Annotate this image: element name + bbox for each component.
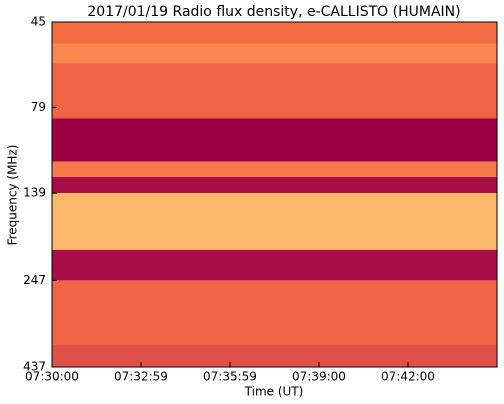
x-tick-label: 07:32:59	[114, 370, 168, 384]
plot-frame	[51, 21, 498, 368]
x-axis-label: Time (UT)	[244, 385, 304, 399]
spectrum-band	[52, 22, 497, 44]
x-tick-label: 07:42:00	[381, 370, 435, 384]
spectrum-band	[52, 249, 497, 281]
spectrum-band	[52, 118, 497, 162]
spectrum-band	[52, 63, 497, 119]
x-tick-label: 07:30:00	[25, 370, 79, 384]
spectrum-band	[52, 344, 497, 367]
spectrum-band	[52, 177, 497, 194]
chart-title: 2017/01/19 Radio flux density, e-CALLIST…	[87, 4, 460, 20]
y-tick-label: 247	[23, 273, 46, 287]
spectrum-band	[52, 43, 497, 64]
spectrum-band	[52, 193, 497, 250]
spectrum-band	[52, 280, 497, 345]
y-tick-label: 139	[23, 186, 46, 200]
y-axis-label: Frequency (MHz)	[6, 145, 20, 246]
spectrum-band	[52, 161, 497, 178]
y-tick-label: 437	[23, 360, 46, 374]
y-tick-label: 79	[31, 100, 46, 114]
x-tick-label: 07:35:59	[203, 370, 257, 384]
plot-area	[52, 22, 497, 367]
y-tick-label: 45	[31, 15, 46, 29]
x-tick-label: 07:39:00	[292, 370, 346, 384]
